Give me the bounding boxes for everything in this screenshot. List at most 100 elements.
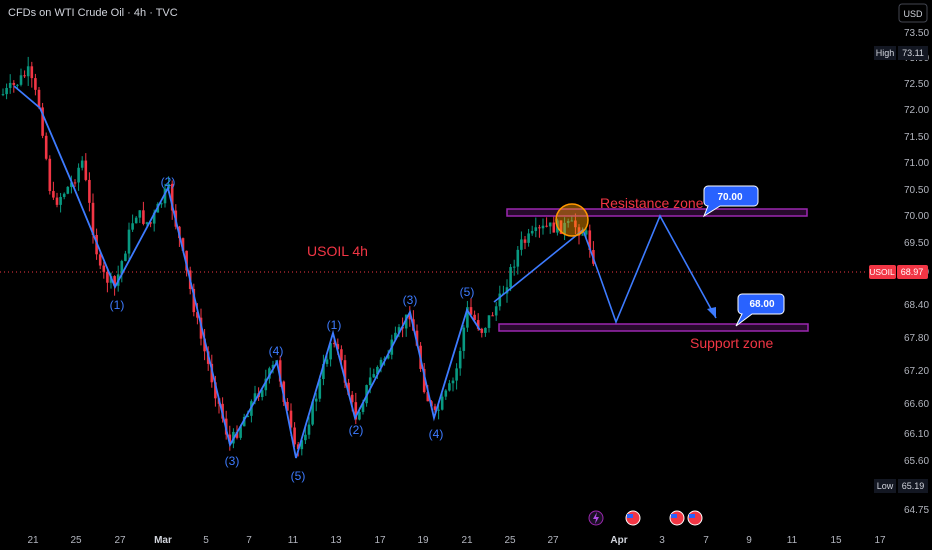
currency-label: USD xyxy=(903,9,923,19)
candle-body xyxy=(48,158,52,192)
candle-body xyxy=(102,265,106,272)
support-label[interactable]: Support zone xyxy=(690,335,773,351)
candle-body xyxy=(541,225,545,229)
candle-body xyxy=(368,377,372,386)
candle-body xyxy=(314,398,318,402)
x-tick-label: 5 xyxy=(203,535,209,546)
candle-body xyxy=(271,364,275,369)
candle-body xyxy=(322,363,325,379)
candle-body xyxy=(487,315,491,328)
candle-body xyxy=(44,135,48,159)
candle-body xyxy=(127,229,131,254)
candle-body xyxy=(491,315,494,317)
x-tick-label: 13 xyxy=(330,535,342,546)
candle-body xyxy=(584,230,588,235)
high-badge: High 73.11 xyxy=(874,46,928,60)
y-tick-label: 72.00 xyxy=(904,105,929,116)
reversal-circle[interactable] xyxy=(555,203,589,237)
candle-body xyxy=(19,75,23,85)
x-tick-label: Mar xyxy=(154,535,172,546)
wave-label: (2) xyxy=(161,175,176,189)
candle-body xyxy=(12,82,16,85)
candle-body xyxy=(577,227,581,236)
x-tick-label: 21 xyxy=(27,535,39,546)
candle-body xyxy=(296,444,300,450)
candle-body xyxy=(509,267,512,288)
candle-body xyxy=(185,250,188,271)
y-tick-label: 66.10 xyxy=(904,429,929,440)
y-tick-label: 67.80 xyxy=(904,333,929,344)
candle-body xyxy=(88,179,91,203)
x-tick-label: 15 xyxy=(830,535,842,546)
candle-body xyxy=(516,249,520,267)
candle-body xyxy=(469,307,473,315)
projection-line[interactable] xyxy=(493,214,717,325)
last-price-symbol: USOIL xyxy=(869,267,895,277)
candle-body xyxy=(77,167,80,183)
candle-body xyxy=(30,66,34,79)
candle-body xyxy=(113,276,116,286)
callout-support[interactable]: 68.00 xyxy=(735,293,785,327)
candle-body xyxy=(26,66,30,77)
candle-body xyxy=(253,393,257,402)
candle-body xyxy=(181,238,185,251)
wave-label: (5) xyxy=(460,285,475,299)
us-flag-event-icon[interactable] xyxy=(625,510,641,526)
candle-body xyxy=(138,210,142,218)
candle-body xyxy=(462,327,466,351)
candle-body xyxy=(278,360,282,382)
time-axis[interactable]: 21 25 27 Mar 5 7 11 13 17 19 21 25 27 Apr 3 7 9 11 15 17 xyxy=(27,535,886,546)
us-flag-event-icon[interactable] xyxy=(669,510,685,526)
wave-labels: (1) (2) (3) (4) (5) (1) (2) (3) (4) (5) xyxy=(110,175,475,483)
support-zone[interactable] xyxy=(498,323,809,332)
candle-body xyxy=(476,320,480,329)
us-flag-event-icon[interactable] xyxy=(687,510,703,526)
y-tick-label: 71.00 xyxy=(904,158,929,169)
candle-body xyxy=(581,234,584,236)
candle-body xyxy=(239,426,242,438)
currency-button[interactable]: USD xyxy=(898,3,928,23)
candle-body xyxy=(426,392,430,402)
symbol-annotation[interactable]: USOIL 4h xyxy=(307,243,368,259)
flash-event-icon[interactable] xyxy=(588,510,604,526)
y-tick-label: 72.50 xyxy=(904,79,929,90)
candle-body xyxy=(440,396,444,410)
candle-body xyxy=(534,227,538,231)
candle-body xyxy=(214,382,217,399)
candle-body xyxy=(404,314,408,329)
candle-body xyxy=(16,84,19,86)
candle-body xyxy=(520,239,523,250)
candle-body xyxy=(512,266,516,268)
candle-body xyxy=(451,380,455,384)
resistance-label[interactable]: Resistance zone xyxy=(600,195,704,211)
wave-label: (1) xyxy=(110,298,125,312)
wave-label: (3) xyxy=(403,293,418,307)
candle-body xyxy=(311,401,314,425)
x-tick-label: 25 xyxy=(504,535,516,546)
elliott-wave-line[interactable] xyxy=(13,85,481,459)
candle-body xyxy=(142,210,145,224)
candle-body xyxy=(329,343,332,360)
resistance-zone[interactable] xyxy=(506,208,808,217)
candle-body xyxy=(5,87,8,95)
candle-body xyxy=(484,327,487,333)
x-tick-label: 17 xyxy=(874,535,886,546)
wave-label: (3) xyxy=(225,454,240,468)
wave-label: (2) xyxy=(349,423,364,437)
last-price-badge[interactable]: USOIL 68.97 xyxy=(869,265,928,279)
candle-body xyxy=(444,390,448,397)
candle-body xyxy=(538,227,541,229)
candle-body xyxy=(289,410,293,428)
y-tick-label: 68.40 xyxy=(904,300,929,311)
candle-body xyxy=(415,330,419,346)
candle-body xyxy=(552,222,556,233)
callout-resistance[interactable]: 70.00 xyxy=(702,185,759,218)
candle-body xyxy=(408,314,412,320)
y-tick-label: 71.50 xyxy=(904,132,929,143)
x-tick-label: 27 xyxy=(547,535,559,546)
candle-body xyxy=(347,382,350,395)
y-tick-label: 64.75 xyxy=(904,505,929,516)
x-tick-label: 27 xyxy=(114,535,126,546)
candle-body xyxy=(170,183,174,211)
